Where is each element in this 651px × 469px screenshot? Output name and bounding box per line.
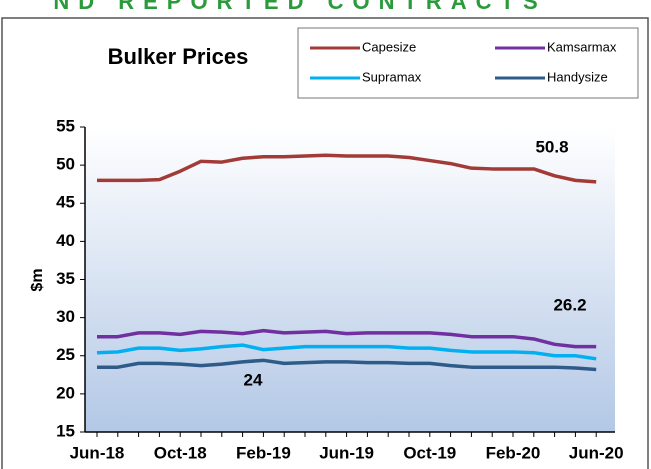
y-tick-label: 40 — [56, 231, 75, 250]
x-tick-label: Jun-19 — [319, 443, 374, 462]
series-line — [97, 358, 597, 372]
x-tick-label: Jun-18 — [70, 443, 125, 462]
x-tick-label: Oct-18 — [154, 443, 207, 462]
annotation: 50.8 — [535, 137, 568, 156]
y-tick-label: 45 — [56, 193, 75, 212]
y-axis-label: $m — [29, 268, 46, 291]
y-tick-label: 35 — [56, 269, 75, 288]
y-tick-label: 20 — [56, 383, 75, 402]
banner: ND REPORTED CONTRACTS — [53, 0, 546, 14]
legend-label: Supramax — [362, 69, 422, 84]
y-tick-label: 25 — [56, 345, 75, 364]
y-tick-label: 55 — [56, 116, 75, 135]
x-tick-label: Jun-20 — [569, 443, 624, 462]
y-tick-label: 30 — [56, 307, 75, 326]
x-tick-label: Feb-19 — [236, 443, 291, 462]
legend-label: Handysize — [547, 69, 608, 84]
y-tick-label: 15 — [56, 421, 75, 440]
series-line — [97, 153, 597, 184]
legend-label: Kamsarmax — [547, 39, 617, 54]
y-tick-label: 50 — [56, 155, 75, 174]
plot-area — [85, 127, 615, 432]
annotation: 26.2 — [553, 295, 586, 314]
series-line — [97, 328, 597, 349]
x-tick-label: Oct-19 — [403, 443, 456, 462]
legend — [297, 27, 639, 99]
x-tick-label: Feb-20 — [486, 443, 541, 462]
legend-label: Capesize — [362, 39, 416, 54]
series-line — [96, 343, 597, 361]
chart-title: Bulker Prices — [108, 44, 249, 69]
annotation: 24 — [244, 370, 263, 389]
